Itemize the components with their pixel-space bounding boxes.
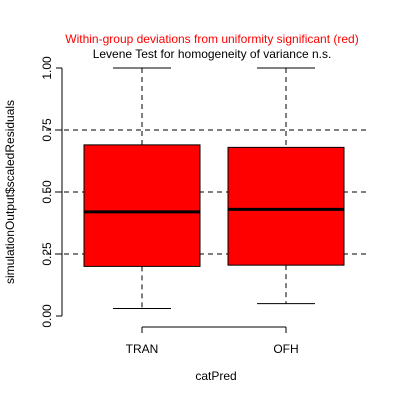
y-axis-label: simulationOutput$scaledResiduals — [3, 100, 17, 284]
y-tick-label-0: 0.00 — [40, 304, 54, 328]
chart-title: Within-group deviations from uniformity … — [65, 32, 358, 46]
box-ofh — [227, 146, 345, 266]
y-tick-label-3: 0.75 — [40, 118, 54, 142]
x-tick-label-tran: TRAN — [126, 342, 159, 356]
box-tran — [83, 144, 201, 267]
y-tick-label-4: 1.00 — [40, 56, 54, 80]
x-tick-label-ofh: OFH — [273, 342, 298, 356]
x-axis-label: catPred — [195, 369, 236, 383]
plot-area: 0.00 0.25 0.50 0.75 1.00 TRAN OFH — [40, 56, 370, 356]
y-tick-label-1: 0.25 — [40, 242, 54, 266]
chart-subtitle: Levene Test for homogeneity of variance … — [93, 47, 332, 61]
y-tick-label-2: 0.50 — [40, 180, 54, 204]
